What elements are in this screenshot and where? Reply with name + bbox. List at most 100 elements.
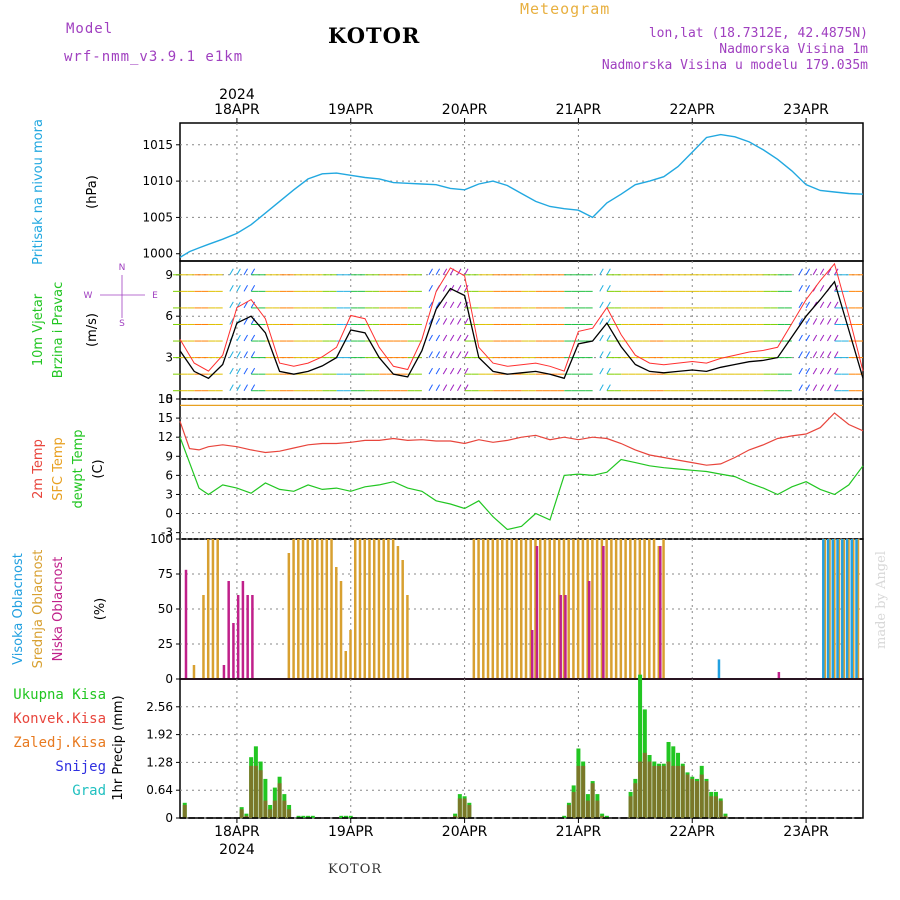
y-tick-label: 3 <box>165 487 173 501</box>
wind-vector <box>798 334 803 342</box>
precip-conv-bar <box>671 765 676 818</box>
cloud-bar-low <box>564 595 567 679</box>
cloud-bar-high <box>841 539 844 679</box>
y-tick-label: 0 <box>165 507 173 521</box>
precip-conv-bar <box>638 761 643 818</box>
cloud-bar-mid <box>576 539 580 679</box>
panel-temperature: -3 0 3 6 9 12 15 18 <box>158 392 864 540</box>
cloud-bar-mid <box>842 539 846 679</box>
precip-conv-bar <box>657 765 662 818</box>
cloud-bar-low <box>246 595 249 679</box>
cloud-bar-mid <box>837 539 841 679</box>
cloud-bar-mid <box>316 539 319 679</box>
wind-vector <box>428 268 433 276</box>
cloud-bar-mid <box>496 539 499 679</box>
wind-vector <box>805 351 811 358</box>
wind-vector <box>819 285 825 292</box>
wind-vector <box>798 301 803 309</box>
cloud-bar-mid <box>491 539 495 679</box>
watermark: made by Angel <box>874 551 889 649</box>
wind-vector <box>457 334 462 342</box>
wind-vector <box>599 285 604 292</box>
wind-vector <box>449 334 455 342</box>
x-top-label: 21APR <box>556 102 602 118</box>
wind-vector <box>236 285 241 292</box>
cloud-bar-mid <box>505 539 509 679</box>
y-tick-label: 9 <box>165 268 173 282</box>
cloud-bar-mid <box>501 539 504 679</box>
wind-vector <box>250 367 256 375</box>
wind-gust-line <box>179 262 864 372</box>
wind-vector <box>449 318 455 325</box>
y-tick-label: 18 <box>158 392 173 406</box>
precip-conv-bar <box>272 800 277 818</box>
cloud-bar-low <box>602 546 605 679</box>
wind-vector <box>464 351 469 358</box>
cloud-bar-mid <box>652 539 656 679</box>
wind-vector <box>606 367 611 375</box>
wind-vector <box>243 285 248 292</box>
wind-vector <box>606 268 611 276</box>
header-lonlat: lon,lat (18.7312E, 42.4875N) <box>648 26 868 41</box>
wind-vector <box>826 268 832 276</box>
cloud-bar-mid <box>624 539 627 679</box>
panel-frame <box>179 122 864 262</box>
precip-total-bar <box>306 815 311 818</box>
cloud-bar-mid <box>662 539 665 679</box>
cloud-bar-mid <box>557 539 561 679</box>
wind-vector <box>812 351 818 358</box>
precip-total-bar <box>301 815 306 818</box>
cloud-bar-mid <box>358 539 362 679</box>
cloud-bar-mid <box>363 539 366 679</box>
y-tick-label: 50 <box>158 602 173 616</box>
wind-vector <box>464 268 469 276</box>
precip-conv-bar <box>723 815 728 818</box>
wind-vector <box>243 384 248 391</box>
cloud-bar-mid <box>567 539 570 679</box>
y-tick-label: 6 <box>165 309 173 323</box>
precip-conv-bar <box>239 809 244 818</box>
cloud-bar-mid <box>534 539 537 679</box>
wind-vector <box>435 301 441 309</box>
wind-vector <box>457 285 462 292</box>
cloud-bar-mid <box>486 539 490 679</box>
y-tick-label: 0 <box>165 672 173 686</box>
y-tick-label: 100 <box>150 532 173 546</box>
wind-vector <box>464 318 469 325</box>
temp-title-dewpt: dewpt Temp <box>71 429 86 508</box>
precip-legend-2: Zaledj.Kisa <box>13 735 106 751</box>
wind-vector <box>606 351 611 358</box>
wind-vector <box>805 384 811 391</box>
x-top-label: 18APR <box>214 102 260 118</box>
cloud-bar-mid <box>643 539 646 679</box>
cloud-bar-low <box>587 581 591 679</box>
cloud-bar-mid <box>543 539 547 679</box>
wind-vector <box>819 318 825 325</box>
wind-vector <box>449 367 455 375</box>
precip-conv-bar <box>287 809 292 818</box>
wind-vector <box>826 334 832 342</box>
wind-title-2: Brzina i Pravac <box>51 282 66 379</box>
y-tick-label: -3 <box>161 526 173 540</box>
cloud-bar-mid <box>605 539 608 679</box>
wind-vector <box>464 367 469 375</box>
wind-vector <box>442 301 448 309</box>
wind-vector <box>798 318 803 325</box>
cloud-bar-mid <box>586 539 589 679</box>
wind-vector <box>599 301 604 309</box>
cloud-bar-high <box>822 539 825 679</box>
cloud-title-mid: Srednja Oblacnost <box>31 550 46 669</box>
y-tick-label: 0 <box>165 392 173 406</box>
wind-vector <box>442 318 448 325</box>
wind-vector <box>449 301 455 309</box>
cloud-bar-mid <box>372 539 376 679</box>
cloud-bar-mid <box>482 539 485 679</box>
wind-vector <box>428 334 433 342</box>
cloud-bar-low <box>777 672 781 679</box>
precip-total-bar <box>348 815 353 818</box>
precip-conv-bar <box>704 781 709 818</box>
wind-vector <box>435 334 441 342</box>
precip-conv-bar <box>595 800 600 818</box>
precip-conv-bar <box>282 800 287 818</box>
